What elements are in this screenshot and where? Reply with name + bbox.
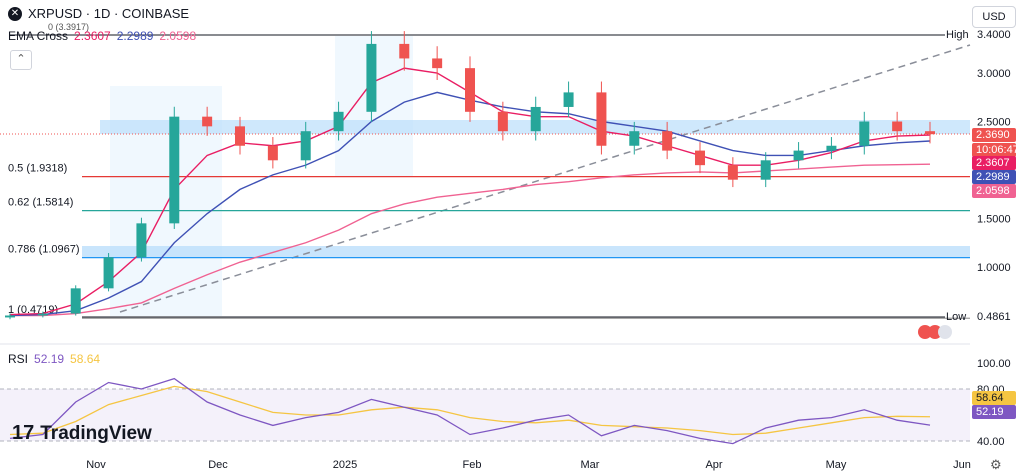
fib-level-label: 0.5 (1.9318) — [8, 163, 67, 175]
candle — [37, 313, 48, 316]
indicator-legend[interactable]: EMA Cross 2.3607 2.2989 2.0598 — [8, 29, 196, 43]
symbol-title[interactable]: ✕ XRPUSD · 1D · COINBASE — [8, 6, 189, 21]
ema-fast-value: 2.3607 — [74, 29, 111, 43]
candle — [169, 116, 180, 224]
collapse-legend-button[interactable]: ⌃ — [10, 50, 32, 70]
countdown-badge: 10:06:47 — [972, 143, 1019, 157]
price-tick-label: 1.5000 — [977, 214, 1011, 226]
rsi-badge: 52.19 — [972, 405, 1016, 419]
candle — [333, 111, 344, 132]
high-marker-value: 3.4000 — [977, 29, 1011, 41]
last-price-value: 2.3690 — [976, 129, 1010, 141]
time-tick-label: Jun — [953, 459, 971, 471]
settings-gear-icon[interactable]: ⚙ — [990, 457, 1002, 472]
time-axis[interactable]: Nov Dec 2025 Feb Mar Apr May Jun — [86, 459, 971, 471]
currency-selector[interactable]: USD — [972, 6, 1016, 28]
rsi-badge-value: 52.19 — [976, 406, 1004, 418]
candle — [267, 145, 278, 161]
candle — [103, 257, 114, 289]
candle — [925, 131, 935, 135]
rsi-label: RSI — [8, 352, 29, 366]
ema-slow-badge-value: 2.0598 — [976, 185, 1010, 197]
time-tick-label: May — [826, 459, 847, 471]
candle — [5, 315, 15, 318]
rsi-line — [9, 377, 931, 445]
time-tick-label: Apr — [705, 459, 722, 471]
candle — [497, 111, 508, 132]
high-marker-label: High — [946, 29, 969, 41]
low-marker-label: Low — [946, 311, 967, 323]
ema-fast-badge: 2.3607 — [972, 156, 1016, 170]
candle — [826, 145, 837, 151]
candle — [530, 106, 541, 132]
candle — [695, 150, 705, 166]
fib-level-label: 0.786 (1.0967) — [8, 244, 80, 256]
tradingview-logo[interactable]: 17 TradingView — [12, 422, 152, 445]
candle — [465, 68, 475, 112]
rsi-band — [0, 389, 970, 441]
rsi-ma-value: 58.64 — [70, 352, 101, 366]
rsi-ma-badge: 58.64 — [972, 391, 1016, 405]
candle — [629, 131, 640, 146]
ema-slow-line — [10, 163, 931, 317]
rsi-tick-label: 40.00 — [977, 436, 1005, 448]
last-price-badge: 2.3690 — [972, 128, 1016, 142]
candle — [892, 121, 903, 132]
candle — [366, 43, 377, 112]
indicator-name: EMA Cross — [8, 29, 69, 43]
candle — [300, 131, 311, 161]
candle — [563, 92, 574, 107]
candle — [399, 43, 410, 59]
price-tick-label: 1.0000 — [977, 262, 1011, 274]
symbol-icon: ✕ — [8, 6, 22, 21]
rsi-tick-label: 100.00 — [977, 358, 1011, 370]
rsi-ma-badge-value: 58.64 — [976, 392, 1004, 404]
brand-label: TradingView — [40, 422, 152, 444]
support-zone — [82, 246, 970, 258]
rsi-legend[interactable]: RSI 52.19 58.64 — [8, 352, 100, 366]
rsi-value: 52.19 — [34, 352, 65, 366]
candle — [136, 223, 147, 258]
ema-mid-value: 2.2989 — [116, 29, 154, 43]
time-tick-label: 2025 — [333, 459, 357, 471]
price-tick-label: 3.0000 — [977, 68, 1011, 80]
low-marker-value: 0.4861 — [977, 311, 1011, 323]
fib-top-label: 0 (3.3917) — [48, 22, 90, 32]
economic-event-icons[interactable] — [918, 325, 952, 339]
candle — [727, 165, 738, 180]
trend-line — [119, 44, 971, 313]
candle — [793, 150, 804, 161]
candle — [859, 121, 870, 146]
candle — [760, 160, 771, 180]
symbol-label: XRPUSD · 1D · COINBASE — [28, 6, 190, 21]
rsi-ma-line — [9, 385, 931, 436]
currency-label: USD — [982, 11, 1006, 23]
ema-fast-badge-value: 2.3607 — [976, 157, 1010, 169]
candle — [202, 116, 213, 127]
candle — [662, 131, 673, 151]
fib-level-label: 0.62 (1.5814) — [8, 197, 73, 209]
time-tick-label: Dec — [208, 459, 228, 471]
time-tick-label: Feb — [463, 459, 482, 471]
ema-mid-badge-value: 2.2989 — [976, 171, 1010, 183]
candle — [432, 58, 443, 69]
candle — [596, 92, 607, 146]
price-tick-label: 2.5000 — [977, 117, 1011, 129]
time-tick-label: Mar — [581, 459, 600, 471]
candle — [235, 126, 245, 146]
tradingview-icon: 17 — [12, 422, 35, 444]
ema-mid-badge: 2.2989 — [972, 170, 1016, 184]
event-icon[interactable] — [938, 325, 952, 339]
countdown-value: 10:06:47 — [976, 144, 1019, 156]
candle — [70, 288, 81, 314]
ema-slow-badge: 2.0598 — [972, 184, 1016, 198]
ema-slow-value: 2.0598 — [159, 29, 197, 43]
time-tick-label: Nov — [86, 459, 106, 471]
